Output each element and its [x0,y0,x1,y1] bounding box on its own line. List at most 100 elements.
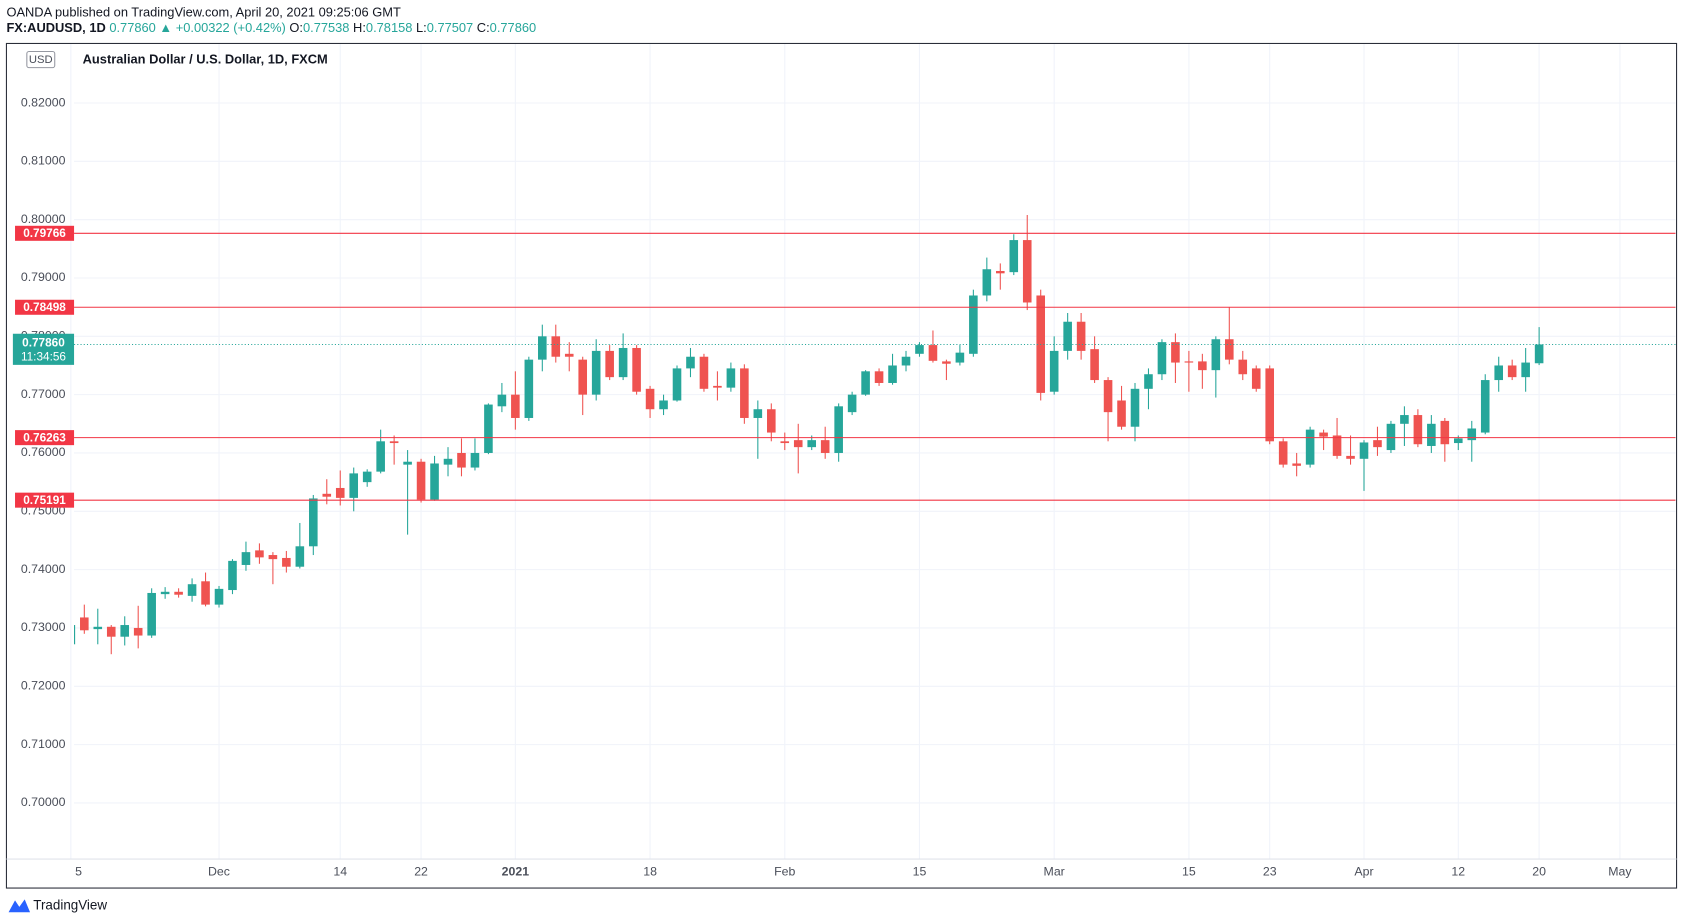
publisher-line: OANDA published on TradingView.com, Apri… [6,4,401,19]
level-label-box [15,225,75,241]
candle-body [551,336,561,357]
candle-body [1521,362,1530,378]
quote-value: 0.77507 [427,20,473,35]
candle-body [1400,415,1409,424]
candle-body [228,560,237,591]
y-tick-label: 0.79000 [21,270,66,284]
candle-body [362,471,372,483]
candle-body [1184,361,1194,363]
candle-body [874,371,884,383]
candle-body [376,441,385,472]
candle-body [1090,349,1099,381]
y-tick-label: 0.73000 [21,620,66,634]
candle-body [470,452,480,468]
candle-body [793,440,803,448]
candle-body [1251,368,1261,389]
x-tick-label: 22 [414,865,428,879]
candle-body [295,546,305,567]
x-tick-label: Apr [1354,865,1373,879]
overlay: 0.700000.710000.720000.730000.740000.750… [12,95,1632,879]
candle-body [1427,423,1436,446]
candle-body [457,452,466,468]
candle-body [497,394,507,407]
y-tick-label: 0.74000 [21,562,66,576]
candle-body [1144,374,1153,389]
x-tick-label: May [1608,865,1632,879]
chart-title: Australian Dollar / U.S. Dollar, 1D, FXC… [83,52,328,67]
candle-body [996,270,1005,274]
candle-body [106,626,116,637]
chart-frame [5,42,1678,889]
symbol: FX:AUDUSD, 1D [6,20,105,35]
level-label: 0.76263 [23,430,66,444]
candle-body [1359,442,1369,459]
candle-body [1332,435,1342,456]
level-label-box [15,299,75,315]
y-tick-label: 0.76000 [21,445,66,459]
x-tick-label: 15 [1182,865,1196,879]
y-tick-label: 0.81000 [21,154,66,168]
x-tick-label: Feb [774,865,795,879]
candle-body [120,625,130,637]
candle-body [1413,415,1423,445]
candle-body [888,365,897,383]
candle-body [564,353,574,357]
candle-body [1265,368,1275,442]
x-tick-label: 2021 [502,865,530,879]
candle-body [1171,342,1180,363]
candle-body [187,584,197,596]
candle-body [1305,429,1315,465]
candle-body [1022,240,1032,303]
candle-body [753,409,763,418]
candle-body [282,557,291,567]
candle-body [524,359,534,418]
candle-body [1063,321,1072,351]
candle-body [322,493,332,497]
candle-body [1454,438,1463,444]
candle-body [659,400,668,410]
logo-icon [8,899,31,913]
candle-body [133,627,143,636]
y-tick-label: 0.71000 [21,737,66,751]
y-tick-label: 0.80000 [21,212,66,226]
x-tick-label: 12 [1451,865,1465,879]
candle-body [969,295,978,354]
currency: USD [29,54,53,66]
candle-body [1076,321,1086,351]
candle-body [93,626,103,630]
candle-body [955,352,965,363]
candle-body [632,347,641,392]
candle-body [767,409,776,433]
candle-body [1494,365,1504,381]
candle-body [80,617,89,631]
candle-body [1211,339,1221,371]
candle-body [686,356,695,369]
candle-body [1225,339,1234,360]
candle-body [174,591,183,595]
candle-body [1049,350,1059,392]
candle-body [1440,420,1450,445]
candle-body [349,473,359,498]
candle-body [1130,388,1140,427]
candle-body [726,368,736,388]
candle-body [645,388,655,410]
candle-body [403,461,412,465]
candle-body [982,269,992,296]
candle-body [74,625,76,645]
candle-body [1292,463,1301,466]
change: ▲ +0.00322 (+0.42%) [159,20,285,35]
currency-box [26,50,56,69]
candle-body [147,592,156,636]
last-price-label: 0.77860 [22,336,65,350]
candle-body [740,368,749,418]
candle-body [1386,423,1396,451]
y-tick-label: 0.70000 [21,795,66,809]
candle-body [618,347,628,378]
candle-body [713,385,722,388]
candle-body [1009,240,1019,273]
candle-body [268,555,278,560]
candle-body [511,394,520,418]
quote-key: O: [289,20,303,35]
plot [74,214,1676,655]
